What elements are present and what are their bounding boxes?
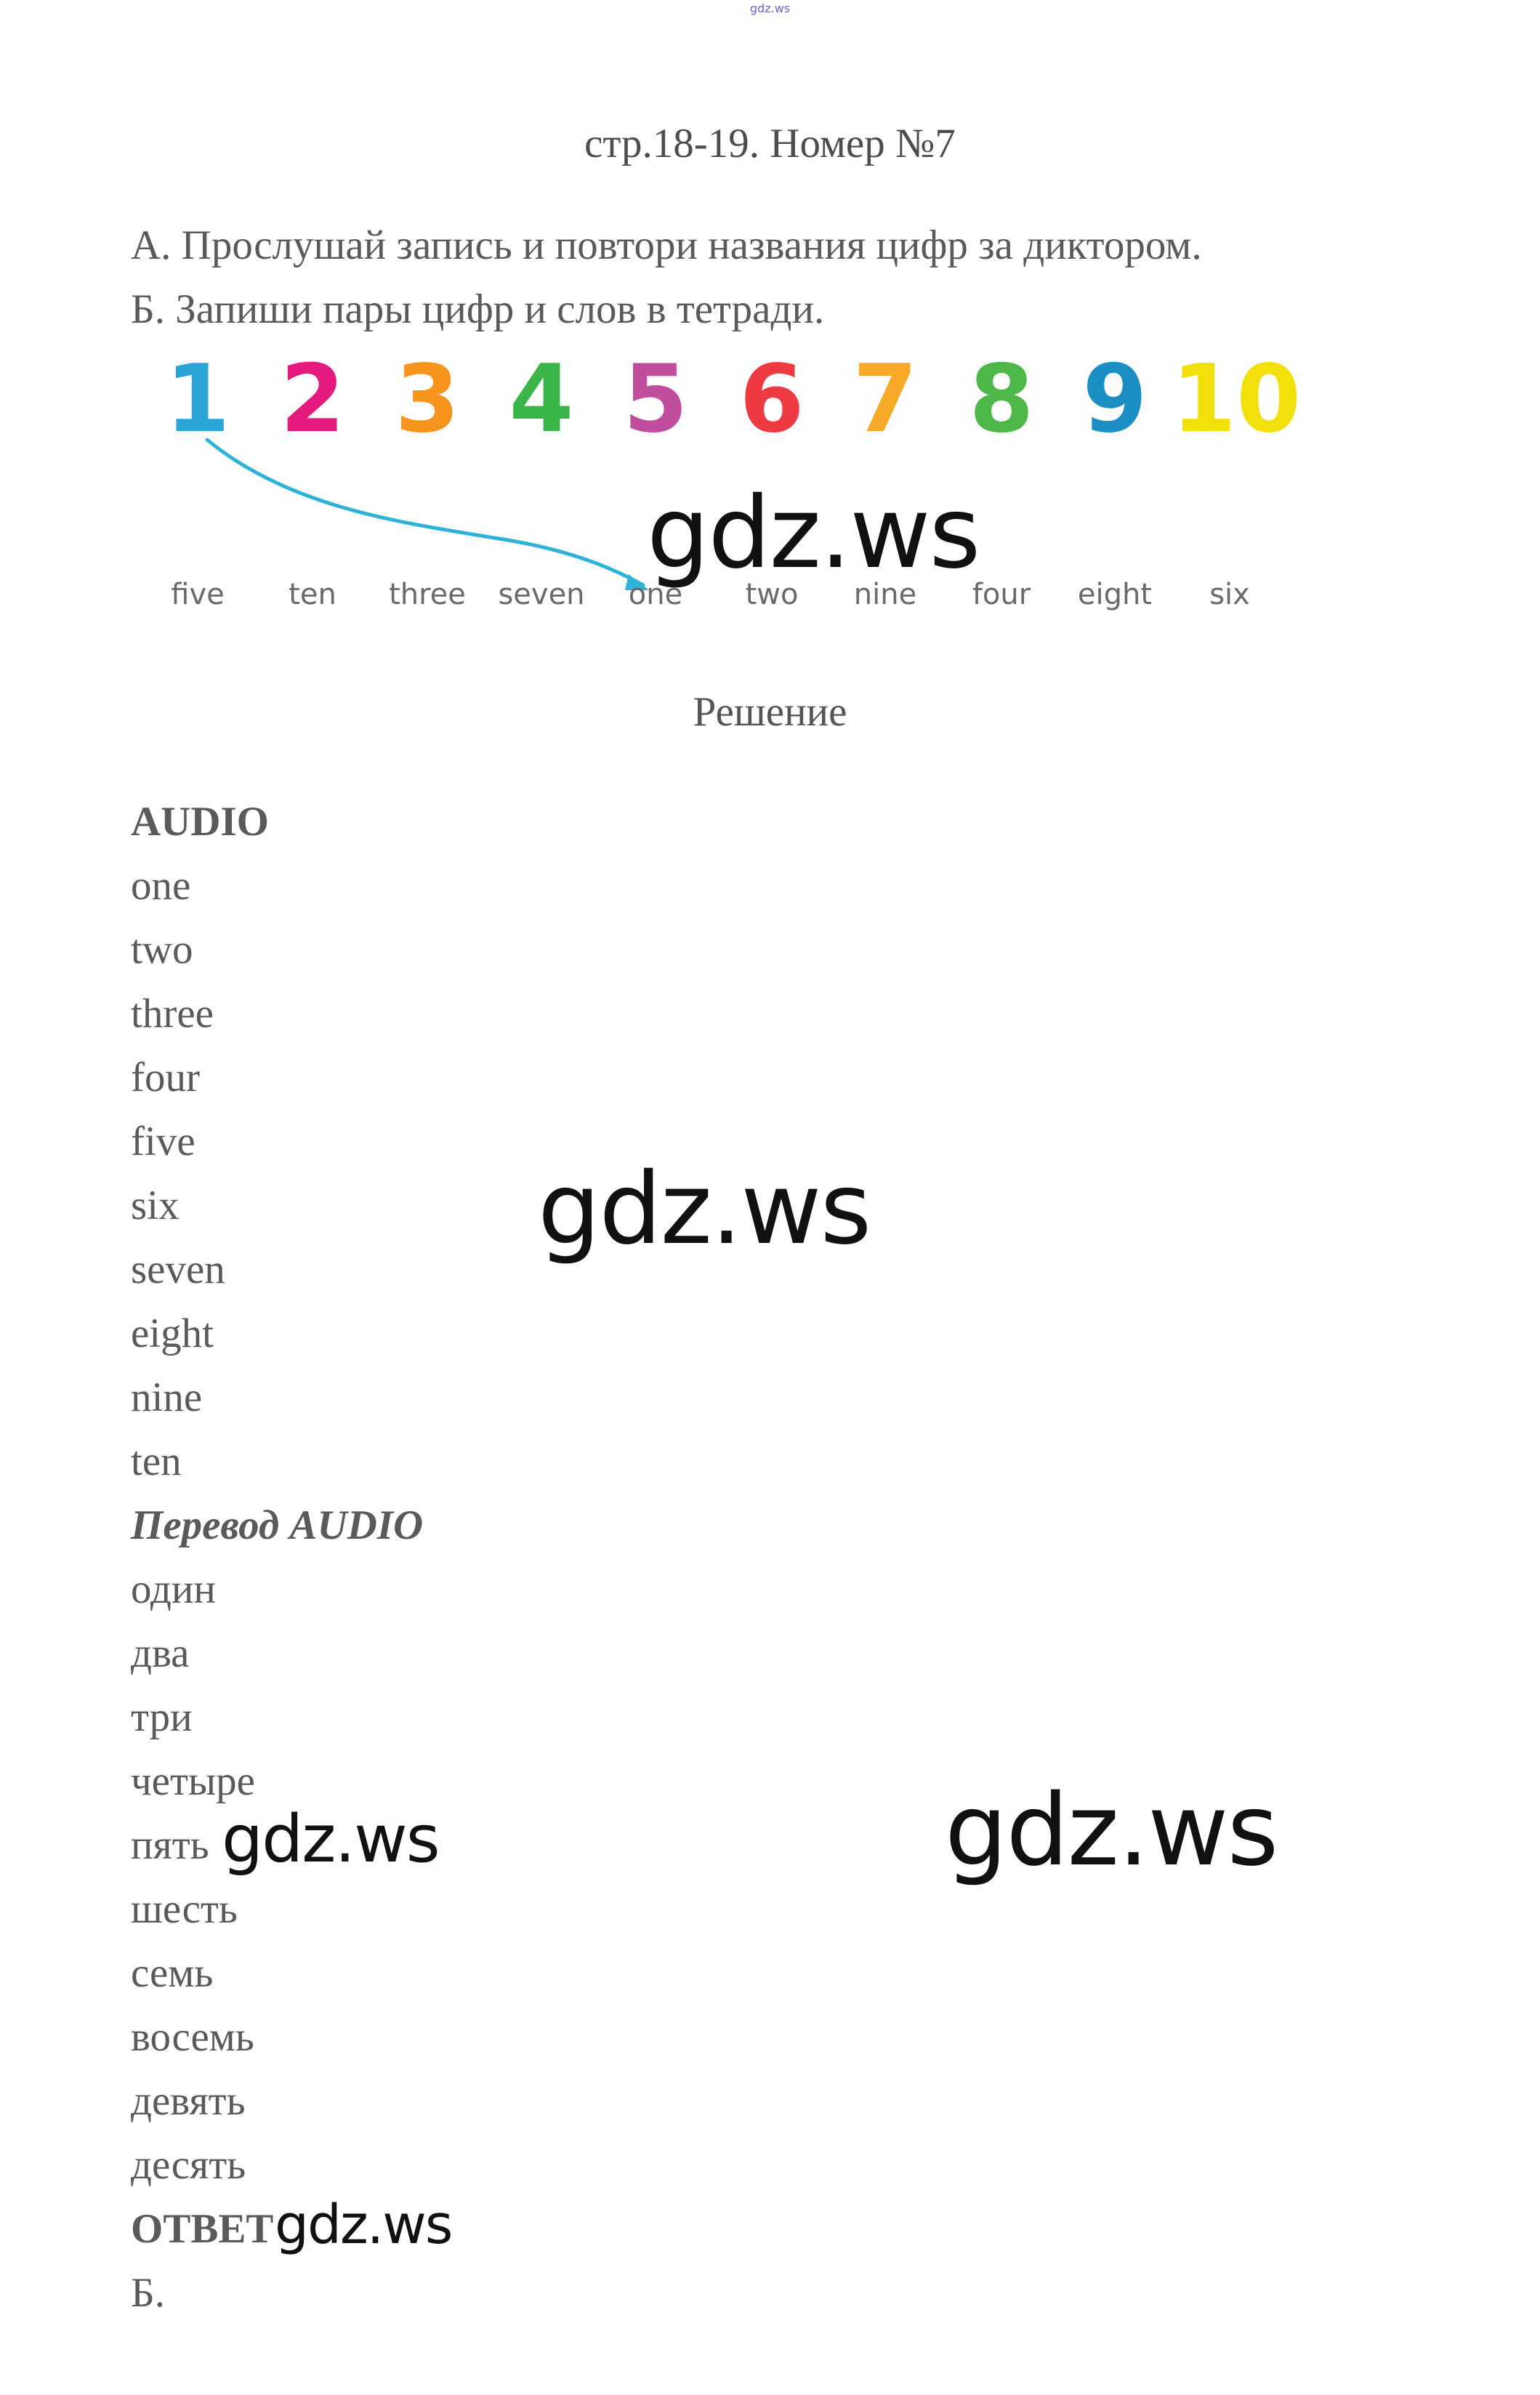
digit-4: 4 <box>509 345 574 454</box>
translation-word: семь <box>131 1950 214 1996</box>
audio-heading: AUDIO <box>131 799 270 845</box>
audio-word: four <box>131 1055 200 1100</box>
translation-word: пять <box>131 1822 209 1868</box>
top-watermark: gdz.ws <box>749 1 791 15</box>
watermark: gdz.ws <box>275 2194 453 2256</box>
audio-word: five <box>131 1119 195 1164</box>
word-three: three <box>389 578 466 611</box>
answer-part-b: Б. <box>131 2270 165 2316</box>
page-title: стр.18-19. Номер №7 <box>584 121 956 166</box>
digit-9: 9 <box>1082 345 1148 454</box>
watermark: gdz.ws <box>222 1801 440 1877</box>
task-a: А. Прослушай запись и повтори названия ц… <box>131 222 1202 268</box>
translation-word: один <box>131 1566 216 1612</box>
watermark: gdz.ws <box>647 476 980 591</box>
translation-word: шесть <box>131 1886 238 1932</box>
word-seven: seven <box>498 578 585 611</box>
digit-3: 3 <box>395 345 460 454</box>
digit-6: 6 <box>739 345 805 454</box>
solution-title: Решение <box>693 689 847 735</box>
word-one: one <box>628 578 683 611</box>
translation-word: три <box>131 1694 193 1740</box>
translation-heading: Перевод AUDIO <box>131 1502 424 1548</box>
word-two: two <box>745 578 799 611</box>
audio-word: eight <box>131 1311 214 1356</box>
words-row: five ten three seven one two nine four e… <box>0 578 1540 621</box>
word-four: four <box>972 578 1031 611</box>
audio-word: three <box>131 991 214 1037</box>
audio-word: six <box>131 1183 180 1228</box>
digits-row: 1 2 3 4 5 6 7 8 9 10 <box>0 342 1540 458</box>
audio-word: two <box>131 927 193 973</box>
translation-word: восемь <box>131 2014 254 2060</box>
audio-word: nine <box>131 1374 203 1420</box>
audio-word: seven <box>131 1247 225 1292</box>
word-ten: ten <box>289 578 336 611</box>
digit-5: 5 <box>623 345 688 454</box>
digit-2: 2 <box>280 345 345 454</box>
audio-word: ten <box>131 1438 182 1484</box>
translation-word: десять <box>131 2142 246 2188</box>
matching-arrow <box>205 438 649 590</box>
word-nine: nine <box>853 578 917 611</box>
digit-1: 1 <box>165 345 230 454</box>
digit-8: 8 <box>969 345 1034 454</box>
watermark: gdz.ws <box>538 1152 871 1267</box>
answer-heading: ОТВЕТ <box>131 2206 274 2252</box>
word-eight: eight <box>1077 578 1153 611</box>
word-six: six <box>1209 578 1250 611</box>
digit-10: 10 <box>1172 345 1302 454</box>
task-b: Б. Запиши пары цифр и слов в тетради. <box>131 286 825 332</box>
translation-word: два <box>131 1630 190 1676</box>
translation-word: четыре <box>131 1758 255 1804</box>
word-five: five <box>171 578 225 611</box>
watermark: gdz.ws <box>945 1774 1278 1888</box>
audio-word: one <box>131 863 191 909</box>
translation-word: девять <box>131 2078 246 2124</box>
digit-7: 7 <box>852 345 918 454</box>
